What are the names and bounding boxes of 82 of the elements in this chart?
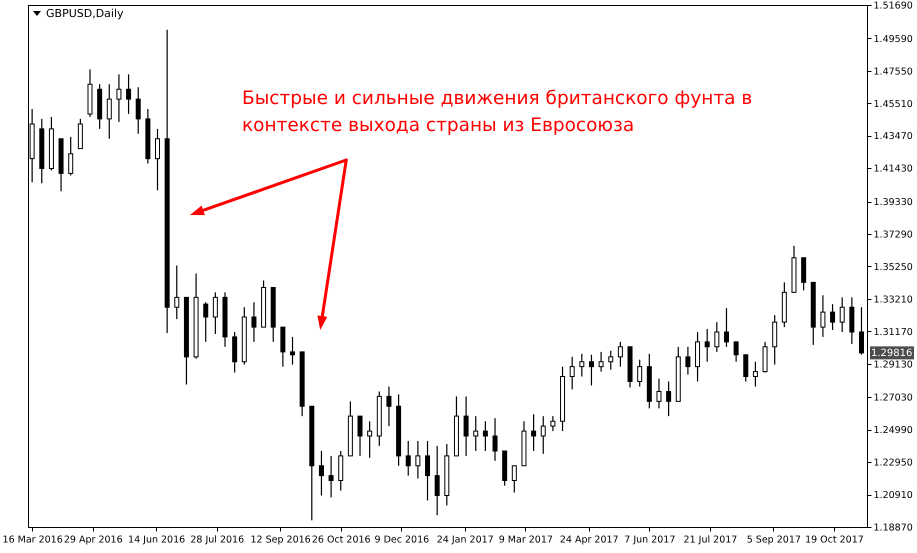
- candlestick: [473, 416, 478, 452]
- candlestick: [425, 440, 430, 502]
- candlestick: [136, 86, 141, 134]
- y-tick-label: 1.45510: [874, 98, 913, 110]
- candlestick: [724, 308, 729, 348]
- candlestick: [830, 304, 836, 331]
- candlestick: [126, 74, 132, 115]
- candlestick: [318, 450, 324, 496]
- candlestick: [512, 465, 517, 494]
- candlestick: [406, 440, 411, 476]
- annotation: Быстрые и сильные движения британского фунта в контексте выхода страны из Евросоюза: [242, 87, 754, 138]
- candlestick: [608, 350, 614, 370]
- candlestick: [858, 306, 864, 356]
- y-tick-label: 1.39330: [874, 197, 913, 208]
- y-tick-label: 1.49590: [874, 34, 913, 45]
- y-tick-label: 1.51690: [874, 0, 913, 12]
- candlestick: [251, 302, 256, 342]
- candlestick: [415, 440, 420, 480]
- candlestick: [820, 294, 826, 338]
- y-tick-label: 1.22950: [874, 458, 913, 469]
- x-tick-label: 9 Mar 2017: [498, 534, 553, 546]
- candlestick: [840, 296, 845, 333]
- candlestick: [685, 346, 690, 376]
- chart-title: GBPUSD,Daily: [46, 7, 124, 20]
- candlestick: [174, 264, 180, 320]
- candlestick: [106, 84, 112, 140]
- y-tick-label: 1.41430: [874, 164, 913, 175]
- y-tick-label: 1.35250: [874, 262, 913, 273]
- y-tick-label: 1.31170: [874, 326, 913, 338]
- candlestick: [203, 302, 208, 342]
- x-tick-label: 7 Jun 2017: [624, 534, 676, 546]
- y-tick-label: 1.24990: [874, 425, 913, 436]
- y-tick-label: 1.37290: [874, 230, 913, 241]
- x-tick-label: 19 Oct 2017: [805, 534, 864, 546]
- x-tick-label: 9 Dec 2016: [374, 534, 430, 546]
- candlestick: [598, 351, 604, 372]
- candlestick: [464, 396, 469, 457]
- candlestick: [570, 356, 575, 390]
- candlestick: [540, 416, 546, 454]
- candlestick: [637, 359, 642, 388]
- x-tick-label: 29 Apr 2016: [64, 534, 123, 546]
- candlestick: [68, 136, 74, 176]
- candlestick: [358, 416, 363, 457]
- candlestick: [386, 386, 392, 427]
- y-tick-label: 1.20910: [874, 490, 913, 502]
- candlestick: [492, 418, 498, 462]
- candlestick: [482, 420, 488, 452]
- candlestick: [550, 416, 556, 432]
- y-tick-label: 1.47550: [874, 66, 913, 78]
- x-tick-label: 16 Mar 2016: [2, 534, 63, 546]
- candlestick: [704, 328, 710, 362]
- candlestick: [618, 341, 623, 368]
- candlestick: [579, 353, 584, 378]
- y-tick-label: 1.29130: [874, 359, 913, 370]
- y-tick-label: 1.33210: [874, 294, 913, 306]
- candlestick: [734, 341, 739, 362]
- candlestick: [116, 74, 122, 122]
- y-tick-label: 1.43470: [874, 131, 913, 142]
- candlestick: [290, 336, 296, 366]
- x-tick-label: 21 Jul 2017: [684, 534, 738, 546]
- candlestick: [588, 354, 594, 386]
- candlestick: [328, 455, 334, 498]
- candlestick: [434, 445, 440, 516]
- y-tick-label: 1.27030: [874, 392, 913, 404]
- candlestick: [531, 414, 536, 452]
- y-tick-label: 1.18870: [874, 522, 913, 534]
- x-tick-label: 28 Jul 2016: [190, 534, 244, 546]
- x-tick-label: 14 Jun 2016: [128, 534, 186, 546]
- x-tick-label: 24 Apr 2017: [560, 534, 619, 546]
- candlestick: [367, 420, 372, 458]
- candlestick: [155, 128, 160, 191]
- candlestick: [714, 322, 720, 352]
- candlestick: [666, 380, 672, 417]
- candlestick: [656, 378, 662, 409]
- x-tick-label: 5 Sep 2017: [746, 534, 801, 546]
- candlestick: [752, 361, 758, 388]
- x-tick-label: 12 Sep 2016: [250, 534, 311, 546]
- candlestick: [743, 354, 748, 382]
- text: 1.29816: [871, 348, 912, 359]
- x-tick-label: 26 Oct 2016: [312, 534, 371, 546]
- candlestick: [212, 292, 218, 335]
- x-tick-label: 24 Jan 2017: [436, 534, 494, 546]
